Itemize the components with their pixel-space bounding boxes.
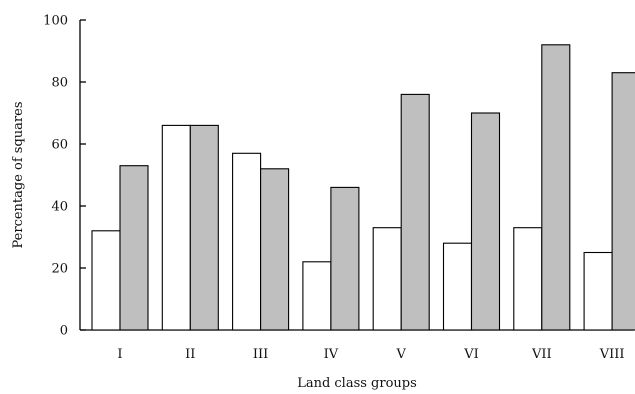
- bar-V-series-1: [372, 227, 402, 331]
- x-tick-label: III: [253, 347, 268, 362]
- y-ticks-group: 0 20 40 60 80 100: [43, 14, 86, 339]
- x-tick-label: VIII: [599, 347, 625, 362]
- bar-IV-series-2: [330, 186, 360, 331]
- bar-VIII-series-1: [583, 251, 613, 331]
- bar-I-series-2: [119, 165, 149, 331]
- bar-VI-series-2: [470, 112, 501, 331]
- x-axis-title: Land class groups: [297, 376, 417, 391]
- bar-VIII-series-2: [611, 72, 635, 331]
- x-tick-label: II: [185, 347, 195, 362]
- x-tick-label: V: [396, 347, 407, 362]
- bar-I-series-1: [91, 230, 121, 331]
- y-axis-title: Percentage of squares: [11, 101, 26, 248]
- bar-III-series-2: [260, 168, 290, 331]
- bar-VII-series-1: [513, 227, 543, 331]
- y-tick-label: 40: [51, 200, 68, 215]
- bar-III-series-1: [232, 152, 262, 331]
- x-tick-label: VI: [463, 347, 479, 362]
- bar-V-series-2: [400, 93, 430, 331]
- bar-IV-series-1: [302, 261, 332, 331]
- bar-VII-series-2: [541, 44, 571, 331]
- bar-II-series-2: [189, 124, 219, 331]
- x-ticks-group: I II III IV V VI VII VIII: [117, 347, 624, 362]
- x-tick-label: I: [117, 347, 122, 362]
- y-tick-label: 0: [60, 324, 68, 339]
- x-tick-label: VII: [531, 347, 552, 362]
- y-tick-label: 20: [51, 262, 68, 277]
- y-tick-label: 100: [43, 14, 68, 29]
- bars-group: [91, 44, 635, 331]
- x-tick-label: IV: [324, 347, 339, 362]
- y-tick-label: 80: [51, 76, 68, 91]
- bar-II-series-1: [161, 124, 191, 331]
- y-tick-label: 60: [51, 138, 68, 153]
- bar-VI-series-1: [442, 242, 473, 331]
